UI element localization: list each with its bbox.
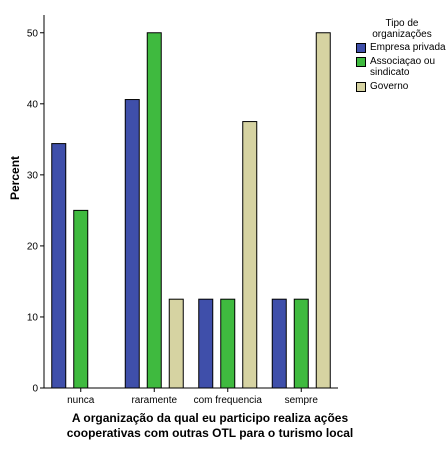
legend: Tipo de organizações Empresa privada Ass…	[356, 18, 448, 95]
y-tick-label: 30	[27, 170, 39, 181]
bar	[146, 32, 162, 389]
legend-title: Tipo de organizações	[372, 18, 432, 40]
y-tick-label: 20	[27, 241, 39, 252]
bar	[315, 32, 331, 389]
y-tick-label: 40	[27, 99, 39, 110]
bar	[73, 209, 89, 389]
bar	[293, 298, 309, 389]
legend-item-empresa-privada: Empresa privada	[356, 42, 448, 53]
x-tick-label: nunca	[67, 395, 95, 406]
legend-label: Governo	[370, 81, 409, 92]
bar	[198, 298, 214, 389]
x-tick-label: raramente	[131, 395, 177, 406]
bar	[220, 298, 236, 389]
bar	[242, 121, 258, 389]
y-tick-label: 0	[32, 384, 38, 395]
y-axis-title: Percent	[8, 155, 22, 200]
bar	[168, 298, 184, 389]
bar	[51, 143, 67, 389]
legend-label: Associaçao ou sindicato	[370, 56, 436, 78]
y-tick-label: 50	[27, 28, 39, 39]
x-tick-label: sempre	[285, 395, 319, 406]
legend-item-governo: Governo	[356, 81, 448, 92]
legend-label: Empresa privada	[370, 42, 446, 53]
y-tick-label: 10	[27, 312, 39, 323]
x-axis-title: A organização da qual eu participo reali…	[66, 411, 354, 440]
legend-swatch	[356, 43, 366, 53]
x-tick-label: com frequencia	[194, 395, 263, 406]
legend-swatch	[356, 82, 366, 92]
bar	[124, 99, 140, 389]
legend-swatch	[356, 57, 366, 67]
bar	[271, 298, 287, 389]
legend-item-associacao: Associaçao ou sindicato	[356, 56, 448, 78]
